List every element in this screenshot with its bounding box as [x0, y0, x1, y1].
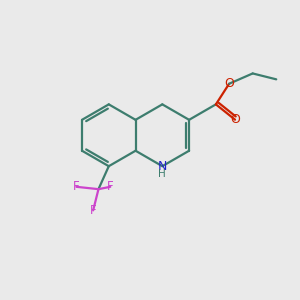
- Text: F: F: [73, 180, 80, 193]
- Text: O: O: [224, 77, 234, 90]
- Text: F: F: [90, 204, 97, 217]
- Text: N: N: [158, 160, 167, 173]
- Text: F: F: [107, 180, 114, 193]
- Text: H: H: [158, 169, 166, 179]
- Text: O: O: [230, 113, 240, 126]
